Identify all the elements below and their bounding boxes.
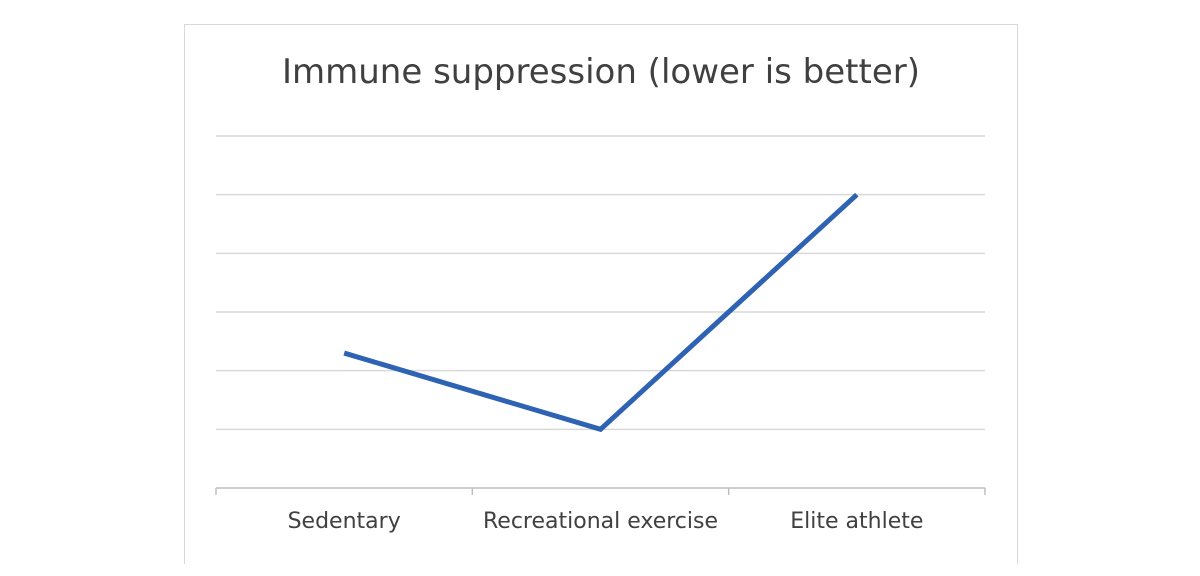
gridlines bbox=[216, 135, 985, 431]
chart-title: Immune suppression (lower is better) bbox=[281, 52, 920, 92]
series-lines bbox=[343, 192, 859, 433]
x-tick-label: Elite athlete bbox=[790, 509, 923, 534]
chart-area bbox=[184, 24, 1018, 564]
x-axis-ticks bbox=[215, 488, 986, 495]
x-axis-tick-labels: Sedentary Recreational exercise Elite athl… bbox=[288, 509, 924, 534]
x-tick-label: Recreational exercise bbox=[483, 509, 718, 534]
x-tick-label: Sedentary bbox=[288, 509, 401, 534]
